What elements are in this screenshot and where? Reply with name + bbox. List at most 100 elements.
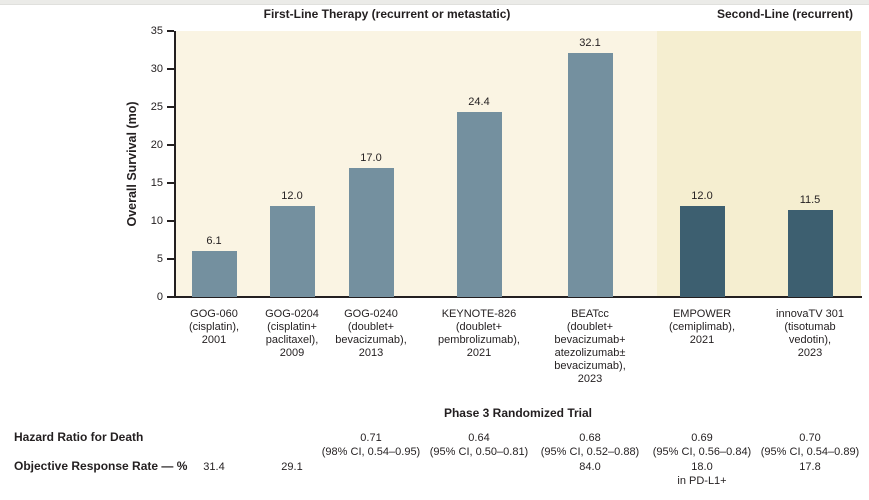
hazard-ratio-line: 0.69 bbox=[691, 432, 713, 444]
x-axis-label-line: vedotin), bbox=[788, 334, 832, 346]
bar-value-label: 12.0 bbox=[281, 189, 303, 202]
bar-empower bbox=[679, 205, 725, 297]
x-axis-label-line: 2021 bbox=[689, 334, 715, 346]
x-axis-label-line: pembrolizumab), bbox=[438, 334, 520, 346]
hazard-ratio-value: 0.64 (95% CI, 0.50–0.81) bbox=[430, 431, 528, 459]
bar-value-label: 32.1 bbox=[579, 37, 601, 50]
first-line-section-title: First-Line Therapy (recurrent or metasta… bbox=[263, 7, 511, 21]
x-axis-label-gog-060: GOG-060 (cisplatin), 2001 bbox=[189, 308, 239, 347]
y-tick bbox=[167, 106, 174, 108]
x-axis-label-line: GOG-060 bbox=[190, 308, 238, 320]
x-axis-label-line: bevacizumab), bbox=[335, 334, 407, 346]
y-axis-line bbox=[173, 31, 176, 297]
y-tick bbox=[167, 30, 174, 32]
bar-value-label: 11.5 bbox=[799, 193, 821, 206]
x-axis-title: Phase 3 Randomized Trial bbox=[443, 406, 593, 420]
x-axis-label-line: innovaTV 301 bbox=[776, 308, 844, 320]
x-axis-label-line: bevacizumab), bbox=[554, 360, 626, 372]
x-axis-label-line: atezolizumab± bbox=[554, 347, 626, 359]
y-tick bbox=[167, 144, 174, 146]
hazard-ratio-value: 0.68 (95% CI, 0.52–0.88) bbox=[541, 431, 639, 459]
bar-beatcc bbox=[567, 53, 613, 297]
x-axis-label-line: 2009 bbox=[279, 347, 305, 359]
orr-value: 31.4 bbox=[203, 460, 224, 474]
x-axis-label-line: KEYNOTE-826 bbox=[441, 308, 517, 320]
hazard-ratio-line: (98% CI, 0.54–0.95) bbox=[321, 446, 421, 458]
hazard-ratio-line: 0.68 bbox=[579, 432, 601, 444]
bar-value-label: 12.0 bbox=[691, 189, 713, 202]
x-axis-label-beatcc: BEATcc (doublet+ bevacizumab+ atezolizumab±… bbox=[554, 308, 626, 386]
hazard-ratio-line: (95% CI, 0.52–0.88) bbox=[540, 446, 640, 458]
x-axis-label-empower: EMPOWER (cemiplimab), 2021 bbox=[669, 308, 735, 347]
hazard-ratio-value: 0.69 (95% CI, 0.56–0.84) bbox=[653, 431, 751, 459]
x-axis-label-line: bevacizumab+ bbox=[554, 334, 626, 346]
x-axis-label-line: 2023 bbox=[797, 347, 823, 359]
bar-value-label: 17.0 bbox=[360, 151, 382, 164]
x-axis-label-line: GOG-0204 bbox=[265, 308, 319, 320]
x-axis-label-line: (doublet+ bbox=[566, 321, 614, 333]
y-tick bbox=[167, 182, 174, 184]
orr-line: 17.8 bbox=[799, 461, 821, 473]
y-tick-label: 30 bbox=[150, 62, 163, 75]
x-axis-label-gog-0240: GOG-0240 (doublet+ bevacizumab), 2013 bbox=[335, 308, 407, 360]
window-top-edge bbox=[0, 0, 869, 5]
x-axis-label-line: BEATcc bbox=[571, 308, 609, 320]
x-axis-label-line: 2013 bbox=[358, 347, 384, 359]
second-line-section-title: Second-Line (recurrent) bbox=[716, 7, 854, 21]
x-axis-label-line: (doublet+ bbox=[455, 321, 503, 333]
y-tick-label: 20 bbox=[150, 138, 163, 151]
y-tick-label: 15 bbox=[150, 176, 163, 189]
y-tick-label: 10 bbox=[150, 214, 163, 227]
orr-value: 29.1 bbox=[281, 460, 302, 474]
bar-gog-0204 bbox=[269, 205, 315, 297]
x-axis-label-line: 2001 bbox=[201, 334, 227, 346]
y-tick bbox=[167, 220, 174, 222]
bar-value-label: 6.1 bbox=[206, 234, 222, 247]
x-axis-label-gog-0204: GOG-0204 (cisplatin+ paclitaxel), 2009 bbox=[265, 308, 319, 360]
x-axis-label-line: (cisplatin), bbox=[188, 321, 240, 333]
bar-keynote-826 bbox=[456, 111, 502, 297]
x-axis-label-line: (cemiplimab), bbox=[668, 321, 736, 333]
orr-value: 84.0 bbox=[579, 460, 600, 474]
hazard-ratio-line: 0.71 bbox=[360, 432, 382, 444]
hazard-ratio-line: 0.70 bbox=[799, 432, 821, 444]
x-axis-label-line: 2021 bbox=[466, 347, 492, 359]
orr-line: 31.4 bbox=[203, 461, 225, 473]
x-axis-label-line: (cisplatin+ bbox=[267, 321, 317, 333]
bar-gog-060 bbox=[191, 250, 237, 297]
orr-value: 17.8 bbox=[799, 460, 820, 474]
hazard-ratio-value: 0.70 (95% CI, 0.54–0.89) bbox=[761, 431, 859, 459]
hazard-ratio-line: (95% CI, 0.54–0.89) bbox=[760, 446, 860, 458]
hazard-ratio-value: 0.71 (98% CI, 0.54–0.95) bbox=[322, 431, 420, 459]
orr-row-label: Objective Response Rate — % bbox=[14, 459, 188, 473]
orr-line: 84.0 bbox=[579, 461, 601, 473]
orr-line: 29.1 bbox=[281, 461, 303, 473]
x-axis-label-keynote-826: KEYNOTE-826 (doublet+ pembrolizumab), 2021 bbox=[438, 308, 520, 360]
x-axis-label-line: (doublet+ bbox=[347, 321, 395, 333]
bar-innovatv-301 bbox=[787, 209, 833, 297]
bar-gog-0240 bbox=[348, 167, 394, 297]
hazard-ratio-line: (95% CI, 0.50–0.81) bbox=[429, 446, 529, 458]
x-axis-label-line: (tisotumab bbox=[784, 321, 836, 333]
y-tick-label: 5 bbox=[156, 252, 163, 265]
hazard-ratio-line: 0.64 bbox=[468, 432, 490, 444]
bar-value-label: 24.4 bbox=[468, 95, 490, 108]
y-tick bbox=[167, 68, 174, 70]
y-tick-label: 25 bbox=[150, 100, 163, 113]
hazard-ratio-line: (95% CI, 0.56–0.84) bbox=[652, 446, 752, 458]
orr-line: 18.0 bbox=[691, 461, 713, 473]
x-axis-label-line: GOG-0240 bbox=[344, 308, 398, 320]
orr-value: 18.0 in PD-L1+ bbox=[677, 460, 726, 488]
x-axis-label-line: paclitaxel), bbox=[265, 334, 319, 346]
x-axis-line bbox=[173, 296, 862, 298]
y-axis-title: Overall Survival (mo) bbox=[125, 101, 139, 227]
x-axis-label-innovatv-301: innovaTV 301 (tisotumab vedotin), 2023 bbox=[776, 308, 844, 360]
hazard-ratio-row-label: Hazard Ratio for Death bbox=[14, 430, 144, 444]
x-axis-label-line: EMPOWER bbox=[672, 308, 732, 320]
orr-line: in PD-L1+ bbox=[677, 475, 727, 487]
y-tick-label: 0 bbox=[156, 290, 163, 303]
y-tick bbox=[167, 258, 174, 260]
y-tick-label: 35 bbox=[150, 24, 163, 37]
y-tick bbox=[167, 296, 174, 298]
